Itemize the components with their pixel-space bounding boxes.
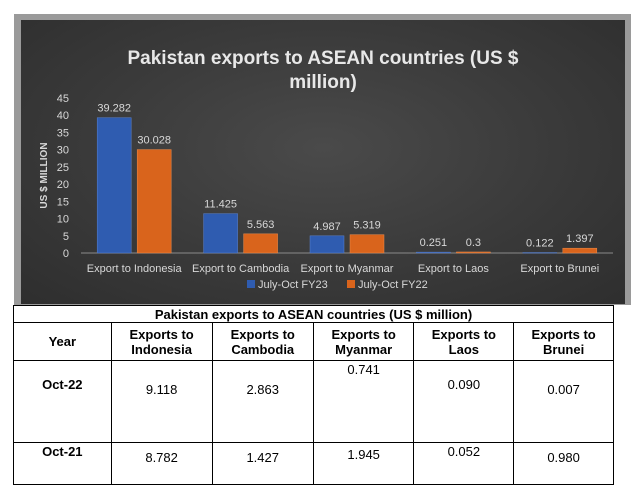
header-laos: Exports to Laos <box>413 322 515 361</box>
data-label: 11.425 <box>204 199 237 211</box>
header-brunei: Exports to Brunei <box>513 322 614 361</box>
y-tick-label: 5 <box>63 231 69 243</box>
y-tick-label: 40 <box>57 110 69 122</box>
data-label: 0.251 <box>420 237 448 249</box>
data-label: 30.028 <box>137 135 171 147</box>
header-line: Myanmar <box>335 341 393 357</box>
legend-swatch <box>247 280 255 288</box>
bar-fy23 <box>203 213 238 254</box>
chart-title: Pakistan exports to ASEAN countries (US … <box>127 48 518 69</box>
data-label: 1.397 <box>566 233 594 245</box>
chart-title: million) <box>289 72 357 93</box>
legend-label: July-Oct FY23 <box>258 279 328 291</box>
y-tick-label: 45 <box>57 93 69 105</box>
header-line: Brunei <box>543 341 585 357</box>
table-cell: 0.741 <box>312 360 415 443</box>
header-myanmar: Exports to Myanmar <box>312 322 415 361</box>
header-line: Indonesia <box>131 341 192 357</box>
bar-fy22 <box>456 251 491 254</box>
table-row: Oct-21 8.782 1.427 1.945 0.052 0.980 <box>13 442 614 485</box>
table-cell: 2.863 <box>211 360 314 443</box>
y-tick-label: 25 <box>57 162 69 174</box>
table-cell: 0.980 <box>513 442 614 485</box>
bar-fy22 <box>562 247 598 254</box>
data-label: 5.319 <box>353 220 381 232</box>
data-label: 4.987 <box>313 221 341 233</box>
data-label: 0.122 <box>526 238 554 250</box>
x-tick-label: Export to Cambodia <box>192 263 290 275</box>
bar-fy22 <box>243 233 278 254</box>
header-line: Exports to <box>129 326 194 342</box>
bar-fy22 <box>136 149 172 254</box>
table-header-row: Year Exports to Indonesia Exports to Cambo… <box>13 322 614 361</box>
y-axis-label: US $ MILLION <box>39 142 50 208</box>
y-tick-label: 10 <box>57 214 69 226</box>
header-line: Laos <box>448 341 480 357</box>
table-cell: 0.007 <box>513 360 614 443</box>
x-tick-label: Export to Indonesia <box>87 263 183 275</box>
table-cell: 0.052 <box>413 442 515 485</box>
year-header: Year <box>13 322 112 361</box>
bar-fy23 <box>96 117 132 254</box>
table-row: Oct-22 9.118 2.863 0.741 0.090 0.007 <box>13 360 614 443</box>
header-line: Exports to <box>431 326 496 342</box>
header-indonesia: Exports to Indonesia <box>110 322 213 361</box>
year-cell: Oct-21 <box>13 442 112 485</box>
header-line: Exports to <box>331 326 396 342</box>
data-label: 39.282 <box>97 103 131 115</box>
bar-fy23 <box>416 251 451 254</box>
table-cell: 9.118 <box>110 360 213 443</box>
x-tick-label: Export to Brunei <box>520 263 599 275</box>
table-cell: 1.945 <box>312 442 415 485</box>
data-label: 0.3 <box>466 237 481 249</box>
header-line: Exports to <box>230 326 295 342</box>
y-tick-label: 20 <box>57 179 69 191</box>
table-cell: 0.090 <box>413 360 515 443</box>
table-caption: Pakistan exports to ASEAN countries (US … <box>13 305 614 323</box>
table-caption-row: Pakistan exports to ASEAN countries (US … <box>13 305 614 323</box>
header-cambodia: Exports to Cambodia <box>211 322 314 361</box>
y-tick-label: 30 <box>57 145 69 157</box>
year-cell: Oct-22 <box>13 360 112 443</box>
bar-fy23 <box>522 252 558 254</box>
y-tick-label: 15 <box>57 196 69 208</box>
header-line: Exports to <box>531 326 596 342</box>
y-tick-label: 35 <box>57 127 69 139</box>
bar-chart: Pakistan exports to ASEAN countries (US … <box>39 48 613 291</box>
data-label: 5.563 <box>247 219 275 231</box>
header-line: Cambodia <box>231 341 295 357</box>
table-cell: 8.782 <box>110 442 213 485</box>
chart-area: Pakistan exports to ASEAN countries (US … <box>21 20 625 304</box>
exports-table: Pakistan exports to ASEAN countries (US … <box>13 305 614 485</box>
table-cell: 1.427 <box>211 442 314 485</box>
chart-frame: Pakistan exports to ASEAN countries (US … <box>14 14 631 305</box>
legend-label: July-Oct FY22 <box>358 279 428 291</box>
legend-swatch <box>347 280 355 288</box>
bar-fy22 <box>349 234 385 254</box>
x-tick-label: Export to Laos <box>418 263 489 275</box>
x-tick-label: Export to Myanmar <box>301 263 394 275</box>
y-tick-label: 0 <box>63 248 69 260</box>
bar-fy23 <box>309 235 345 254</box>
